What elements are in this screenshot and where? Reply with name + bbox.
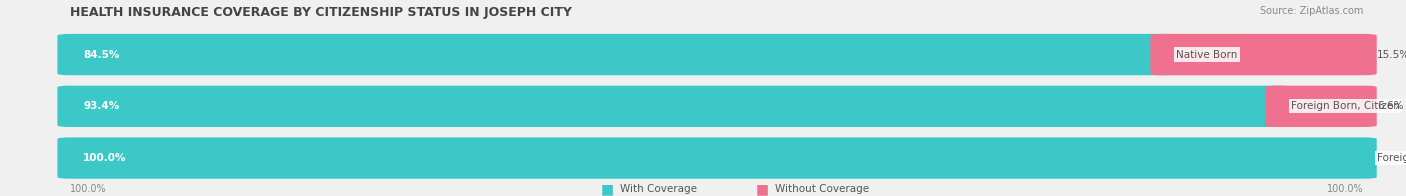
FancyBboxPatch shape bbox=[58, 34, 1177, 75]
Text: ■: ■ bbox=[755, 182, 769, 196]
Text: 100.0%: 100.0% bbox=[1327, 184, 1364, 194]
Text: Without Coverage: Without Coverage bbox=[775, 184, 869, 194]
Text: 93.4%: 93.4% bbox=[83, 101, 120, 111]
Text: With Coverage: With Coverage bbox=[620, 184, 697, 194]
FancyBboxPatch shape bbox=[1150, 34, 1376, 75]
FancyBboxPatch shape bbox=[58, 34, 1376, 75]
Text: 15.5%: 15.5% bbox=[1376, 50, 1406, 60]
Text: HEALTH INSURANCE COVERAGE BY CITIZENSHIP STATUS IN JOSEPH CITY: HEALTH INSURANCE COVERAGE BY CITIZENSHIP… bbox=[70, 6, 572, 19]
FancyBboxPatch shape bbox=[58, 86, 1291, 127]
FancyBboxPatch shape bbox=[58, 137, 1376, 179]
Text: Foreign Born, Citizen: Foreign Born, Citizen bbox=[1291, 101, 1400, 111]
FancyBboxPatch shape bbox=[58, 86, 1376, 127]
Text: 84.5%: 84.5% bbox=[83, 50, 120, 60]
Text: 6.6%: 6.6% bbox=[1376, 101, 1403, 111]
FancyBboxPatch shape bbox=[58, 137, 1376, 179]
Text: Native Born: Native Born bbox=[1177, 50, 1237, 60]
Text: ■: ■ bbox=[600, 182, 613, 196]
Text: Foreign Born, not a Citizen: Foreign Born, not a Citizen bbox=[1376, 153, 1406, 163]
Text: 100.0%: 100.0% bbox=[83, 153, 127, 163]
Text: Source: ZipAtlas.com: Source: ZipAtlas.com bbox=[1260, 6, 1364, 16]
Text: 100.0%: 100.0% bbox=[70, 184, 107, 194]
FancyBboxPatch shape bbox=[1265, 86, 1376, 127]
